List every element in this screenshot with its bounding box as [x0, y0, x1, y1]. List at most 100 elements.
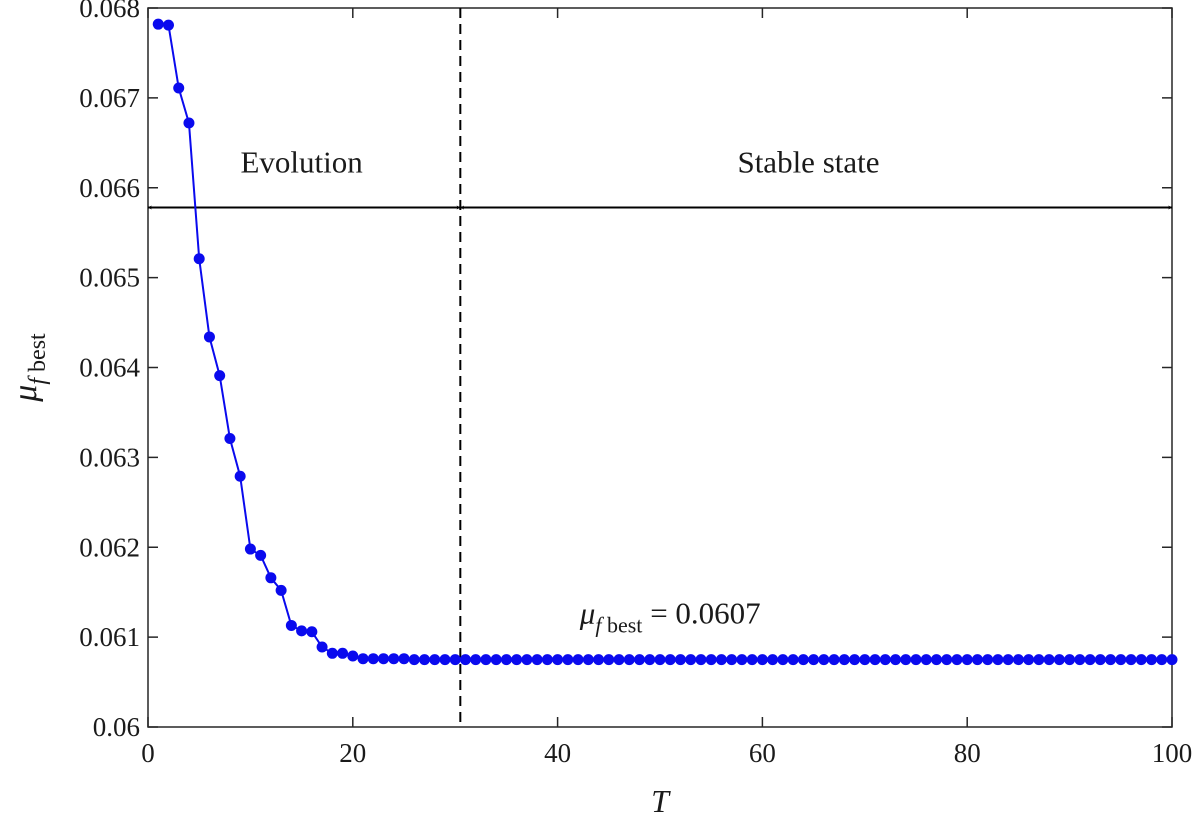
- data-point: [746, 654, 758, 666]
- data-point: [1043, 654, 1055, 666]
- data-point: [736, 654, 748, 666]
- data-point: [162, 19, 174, 31]
- data-point: [357, 653, 369, 665]
- y-tick-label: 0.065: [79, 263, 140, 293]
- data-point: [408, 654, 420, 666]
- data-point: [1002, 654, 1014, 666]
- data-point: [531, 654, 543, 666]
- data-point: [828, 654, 840, 666]
- data-point: [285, 619, 297, 631]
- data-point: [971, 654, 983, 666]
- data-point: [1135, 654, 1147, 666]
- result-symbol: μ: [579, 596, 596, 631]
- data-point: [337, 647, 349, 659]
- y-tick-label: 0.061: [79, 622, 140, 652]
- data-point: [961, 654, 973, 666]
- data-point: [1094, 654, 1106, 666]
- series: [152, 18, 1178, 666]
- data-point: [552, 654, 564, 666]
- y-tick-label: 0.068: [79, 0, 140, 23]
- data-point: [890, 654, 902, 666]
- y-tick-label: 0.06: [93, 712, 140, 742]
- result-subscript-italic: f: [595, 613, 604, 638]
- stable-state-label: Stable state: [737, 144, 879, 179]
- y-label-subscript-italic: f: [25, 375, 51, 385]
- data-point: [429, 654, 441, 666]
- data-point: [787, 654, 799, 666]
- data-point: [152, 18, 164, 30]
- data-point: [500, 654, 512, 666]
- data-point: [756, 654, 768, 666]
- data-point: [255, 549, 267, 561]
- x-tick-label: 40: [544, 738, 571, 768]
- data-point: [347, 650, 359, 662]
- data-point: [234, 470, 246, 482]
- data-point: [715, 654, 727, 666]
- data-point: [203, 331, 215, 343]
- data-point: [265, 572, 277, 584]
- data-point: [644, 654, 656, 666]
- data-point: [459, 654, 471, 666]
- data-point: [797, 654, 809, 666]
- result-annotation: μf best = 0.0607: [579, 596, 761, 638]
- axes: 0 20 40 60 80 100 0.06 0.061 0.062 0.063 0.064 0.06…: [79, 0, 1192, 768]
- data-point: [367, 653, 379, 665]
- data-point: [910, 654, 922, 666]
- data-point: [603, 654, 615, 666]
- x-axis-label: T: [651, 783, 671, 819]
- data-point: [173, 82, 185, 94]
- data-point: [1012, 654, 1024, 666]
- series-line: [158, 23, 1172, 661]
- y-tick-label: 0.064: [79, 353, 140, 383]
- data-point: [941, 654, 953, 666]
- y-axis-label: μf best: [7, 333, 51, 403]
- data-point: [480, 654, 492, 666]
- data-point: [1084, 654, 1096, 666]
- x-tick-label: 20: [339, 738, 366, 768]
- data-point: [316, 641, 328, 653]
- data-point: [193, 253, 205, 265]
- data-point: [705, 654, 717, 666]
- data-point: [541, 654, 553, 666]
- result-subscript: best: [601, 613, 642, 638]
- data-point: [859, 654, 871, 666]
- data-point: [623, 654, 635, 666]
- data-point: [296, 625, 308, 637]
- data-point: [388, 653, 400, 665]
- data-point: [818, 654, 830, 666]
- y-label-symbol: μ: [7, 385, 44, 403]
- x-tick-label: 60: [749, 738, 776, 768]
- data-point: [634, 654, 646, 666]
- data-point: [613, 654, 625, 666]
- data-point: [582, 654, 594, 666]
- data-point: [1125, 654, 1137, 666]
- y-tick-label: 0.062: [79, 532, 140, 562]
- x-tick-label: 80: [954, 738, 981, 768]
- data-point: [378, 653, 390, 665]
- x-tick-label: 100: [1152, 738, 1193, 768]
- data-point: [449, 654, 461, 666]
- data-point: [1064, 654, 1076, 666]
- y-tick-label: 0.067: [79, 83, 140, 113]
- data-point: [593, 654, 605, 666]
- data-point: [275, 584, 287, 596]
- data-point: [306, 626, 318, 638]
- data-point: [674, 654, 686, 666]
- data-point: [521, 654, 533, 666]
- y-tick-label: 0.066: [79, 173, 140, 203]
- data-point: [654, 654, 666, 666]
- data-point: [869, 654, 881, 666]
- data-point: [244, 543, 256, 555]
- data-point: [951, 654, 963, 666]
- data-point: [808, 654, 820, 666]
- data-point: [398, 653, 410, 665]
- data-point: [685, 654, 697, 666]
- y-tick-label: 0.063: [79, 442, 140, 472]
- data-point: [1156, 654, 1168, 666]
- data-point: [982, 654, 994, 666]
- data-point: [1146, 654, 1158, 666]
- data-point: [439, 654, 451, 666]
- data-point: [214, 370, 226, 382]
- data-point: [900, 654, 912, 666]
